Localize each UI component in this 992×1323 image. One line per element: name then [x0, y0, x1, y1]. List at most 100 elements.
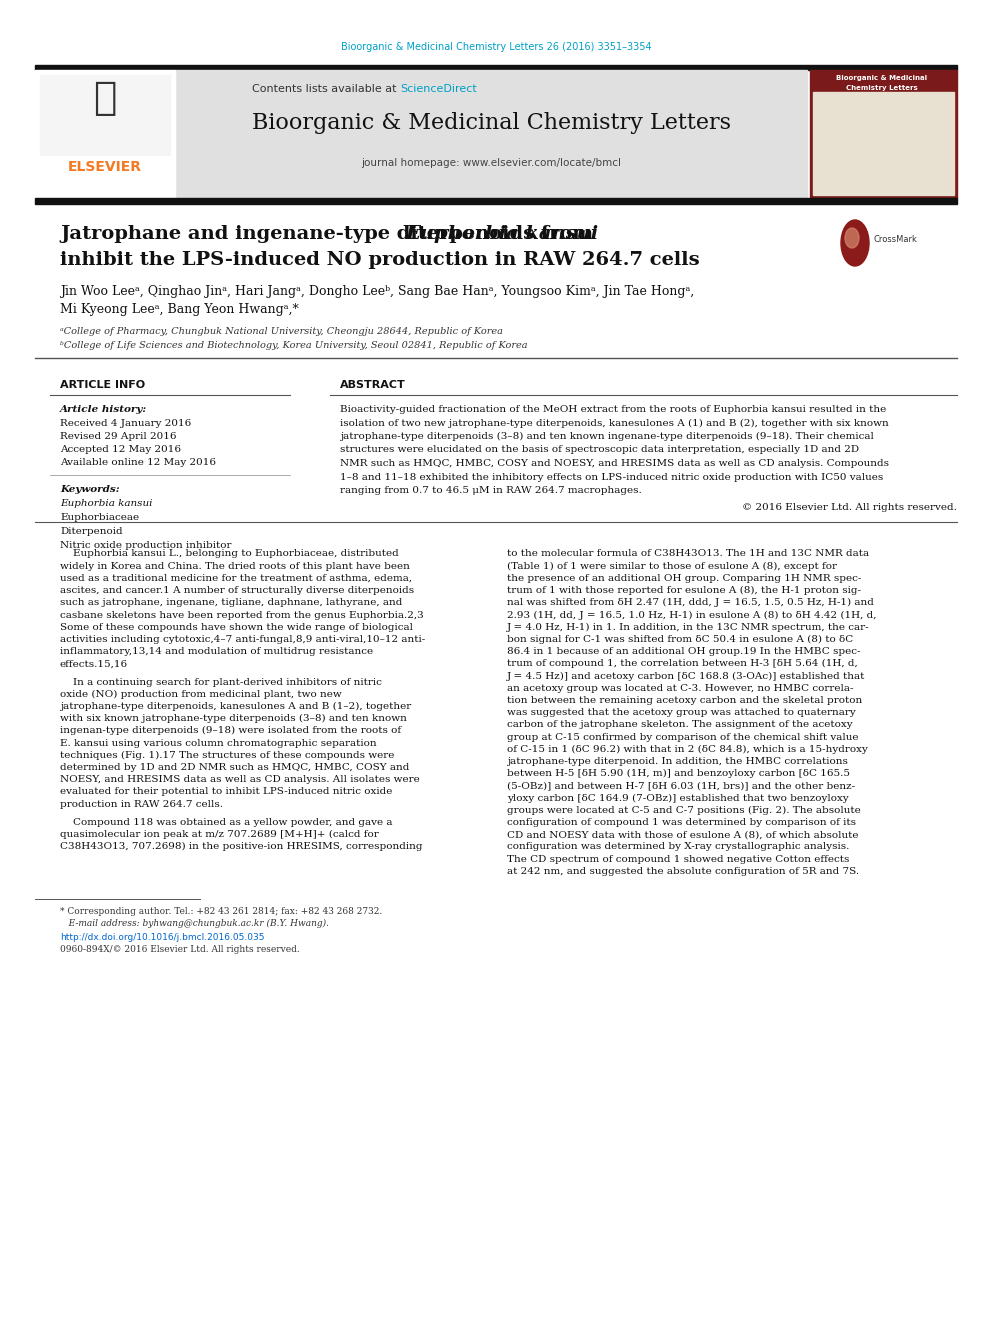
Text: between H-5 [δH 5.90 (1H, m)] and benzoyloxy carbon [δC 165.5: between H-5 [δH 5.90 (1H, m)] and benzoy…: [507, 769, 850, 778]
Text: was suggested that the acetoxy group was attached to quaternary: was suggested that the acetoxy group was…: [507, 708, 856, 717]
Text: ascites, and cancer.1 A number of structurally diverse diterpenoids: ascites, and cancer.1 A number of struct…: [60, 586, 414, 595]
Text: ᵃCollege of Pharmacy, Chungbuk National University, Cheongju 28644, Republic of : ᵃCollege of Pharmacy, Chungbuk National …: [60, 327, 503, 336]
Text: quasimolecular ion peak at m/z 707.2689 [M+H]+ (calcd for: quasimolecular ion peak at m/z 707.2689 …: [60, 830, 379, 839]
Text: Bioorganic & Medicinal Chemistry Letters 26 (2016) 3351–3354: Bioorganic & Medicinal Chemistry Letters…: [340, 42, 652, 52]
Text: Compound 118 was obtained as a yellow powder, and gave a: Compound 118 was obtained as a yellow po…: [60, 818, 393, 827]
Text: The CD spectrum of compound 1 showed negative Cotton effects: The CD spectrum of compound 1 showed neg…: [507, 855, 849, 864]
Text: bon signal for C-1 was shifted from δC 50.4 in esulone A (8) to δC: bon signal for C-1 was shifted from δC 5…: [507, 635, 853, 644]
Text: jatrophane-type diterpenoids (3–8) and ten known ingenane-type diterpenoids (9–1: jatrophane-type diterpenoids (3–8) and t…: [340, 433, 874, 441]
Text: Some of these compounds have shown the wide range of biological: Some of these compounds have shown the w…: [60, 623, 413, 631]
Text: evaluated for their potential to inhibit LPS-induced nitric oxide: evaluated for their potential to inhibit…: [60, 787, 393, 796]
Text: C38H43O13, 707.2698) in the positive-ion HRESIMS, corresponding: C38H43O13, 707.2698) in the positive-ion…: [60, 843, 423, 851]
Text: used as a traditional medicine for the treatment of asthma, edema,: used as a traditional medicine for the t…: [60, 574, 412, 583]
Text: Contents lists available at: Contents lists available at: [252, 83, 400, 94]
Text: trum of compound 1, the correlation between H-3 [δH 5.64 (1H, d,: trum of compound 1, the correlation betw…: [507, 659, 858, 668]
Text: Accepted 12 May 2016: Accepted 12 May 2016: [60, 445, 181, 454]
Text: ABSTRACT: ABSTRACT: [340, 380, 406, 390]
Ellipse shape: [845, 228, 859, 247]
Text: Mi Kyeong Leeᵃ, Bang Yeon Hwangᵃ,*: Mi Kyeong Leeᵃ, Bang Yeon Hwangᵃ,*: [60, 303, 299, 316]
Text: such as jatrophane, ingenane, tigliane, daphnane, lathyrane, and: such as jatrophane, ingenane, tigliane, …: [60, 598, 403, 607]
Text: an acetoxy group was located at C-3. However, no HMBC correla-: an acetoxy group was located at C-3. How…: [507, 684, 853, 693]
Text: 1–8 and 11–18 exhibited the inhibitory effects on LPS-induced nitric oxide produ: 1–8 and 11–18 exhibited the inhibitory e…: [340, 472, 883, 482]
Text: group at C-15 confirmed by comparison of the chemical shift value: group at C-15 confirmed by comparison of…: [507, 733, 858, 741]
Text: Euphorbiaceae: Euphorbiaceae: [60, 513, 139, 523]
Text: determined by 1D and 2D NMR such as HMQC, HMBC, COSY and: determined by 1D and 2D NMR such as HMQC…: [60, 763, 410, 771]
Text: NMR such as HMQC, HMBC, COSY and NOESY, and HRESIMS data as well as CD analysis.: NMR such as HMQC, HMBC, COSY and NOESY, …: [340, 459, 889, 468]
Text: ᵇCollege of Life Sciences and Biotechnology, Korea University, Seoul 02841, Repu: ᵇCollege of Life Sciences and Biotechnol…: [60, 341, 528, 351]
Bar: [35, 70, 175, 198]
Text: activities including cytotoxic,4–7 anti-fungal,8,9 anti-viral,10–12 anti-: activities including cytotoxic,4–7 anti-…: [60, 635, 426, 644]
Text: oxide (NO) production from medicinal plant, two new: oxide (NO) production from medicinal pla…: [60, 689, 342, 699]
Text: configuration was determined by X-ray crystallographic analysis.: configuration was determined by X-ray cr…: [507, 843, 849, 851]
Text: Nitric oxide production inhibitor: Nitric oxide production inhibitor: [60, 541, 231, 550]
Text: J = 4.0 Hz, H-1) in 1. In addition, in the 13C NMR spectrum, the car-: J = 4.0 Hz, H-1) in 1. In addition, in t…: [507, 623, 870, 632]
Text: Keywords:: Keywords:: [60, 486, 120, 493]
Text: CD and NOESY data with those of esulone A (8), of which absolute: CD and NOESY data with those of esulone …: [507, 830, 858, 839]
Bar: [175, 70, 807, 198]
Text: CrossMark: CrossMark: [873, 235, 917, 243]
Text: Available online 12 May 2016: Available online 12 May 2016: [60, 458, 216, 467]
Text: Bioorganic & Medicinal: Bioorganic & Medicinal: [836, 75, 928, 81]
Text: structures were elucidated on the basis of spectroscopic data interpretation, es: structures were elucidated on the basis …: [340, 446, 859, 455]
Text: Article history:: Article history:: [60, 405, 147, 414]
Text: ScienceDirect: ScienceDirect: [400, 83, 477, 94]
Text: (5-OBz)] and between H-7 [δH 6.03 (1H, brs)] and the other benz-: (5-OBz)] and between H-7 [δH 6.03 (1H, b…: [507, 782, 855, 790]
Text: Euphorbia kansui: Euphorbia kansui: [406, 225, 598, 243]
Text: Jatrophane and ingenane-type diterpenoids from: Jatrophane and ingenane-type diterpenoid…: [60, 225, 600, 243]
Text: Jin Woo Leeᵃ, Qinghao Jinᵃ, Hari Jangᵃ, Dongho Leeᵇ, Sang Bae Hanᵃ, Youngsoo Kim: Jin Woo Leeᵃ, Qinghao Jinᵃ, Hari Jangᵃ, …: [60, 284, 694, 298]
Text: the presence of an additional OH group. Comparing 1H NMR spec-: the presence of an additional OH group. …: [507, 574, 861, 583]
Text: widely in Korea and China. The dried roots of this plant have been: widely in Korea and China. The dried roo…: [60, 562, 410, 570]
Text: Bioorganic & Medicinal Chemistry Letters: Bioorganic & Medicinal Chemistry Letters: [252, 112, 730, 134]
Text: Chemistry Letters: Chemistry Letters: [846, 85, 918, 91]
Text: * Corresponding author. Tel.: +82 43 261 2814; fax: +82 43 268 2732.: * Corresponding author. Tel.: +82 43 261…: [60, 906, 382, 916]
Text: 86.4 in 1 because of an additional OH group.19 In the HMBC spec-: 86.4 in 1 because of an additional OH gr…: [507, 647, 860, 656]
Text: isolation of two new jatrophane-type diterpenoids, kanesulones A (1) and B (2), : isolation of two new jatrophane-type dit…: [340, 418, 889, 427]
Text: (Table 1) of 1 were similar to those of esulone A (8), except for: (Table 1) of 1 were similar to those of …: [507, 562, 837, 570]
Text: nal was shifted from δH 2.47 (1H, ddd, J = 16.5, 1.5, 0.5 Hz, H-1) and: nal was shifted from δH 2.47 (1H, ddd, J…: [507, 598, 874, 607]
Text: journal homepage: www.elsevier.com/locate/bmcl: journal homepage: www.elsevier.com/locat…: [361, 157, 621, 168]
Text: 2.93 (1H, dd, J = 16.5, 1.0 Hz, H-1) in esulone A (8) to δH 4.42 (1H, d,: 2.93 (1H, dd, J = 16.5, 1.0 Hz, H-1) in …: [507, 610, 877, 619]
Text: In a continuing search for plant-derived inhibitors of nitric: In a continuing search for plant-derived…: [60, 677, 382, 687]
Bar: [810, 70, 957, 198]
Text: Diterpenoid: Diterpenoid: [60, 527, 123, 536]
Text: 0960-894X/© 2016 Elsevier Ltd. All rights reserved.: 0960-894X/© 2016 Elsevier Ltd. All right…: [60, 945, 300, 954]
Bar: [35, 65, 957, 70]
Text: carbon of the jatrophane skeleton. The assignment of the acetoxy: carbon of the jatrophane skeleton. The a…: [507, 720, 853, 729]
Text: groups were located at C-5 and C-7 positions (Fig. 2). The absolute: groups were located at C-5 and C-7 posit…: [507, 806, 861, 815]
Text: 🌳: 🌳: [93, 79, 117, 116]
Text: jatrophane-type diterpenoids, kanesulones A and B (1–2), together: jatrophane-type diterpenoids, kanesulone…: [60, 703, 412, 710]
Ellipse shape: [841, 220, 869, 266]
Text: with six known jatrophane-type diterpenoids (3–8) and ten known: with six known jatrophane-type diterpeno…: [60, 714, 407, 724]
Text: at 242 nm, and suggested the absolute configuration of 5R and 7S.: at 242 nm, and suggested the absolute co…: [507, 867, 859, 876]
Text: of C-15 in 1 (δC 96.2) with that in 2 (δC 84.8), which is a 15-hydroxy: of C-15 in 1 (δC 96.2) with that in 2 (δ…: [507, 745, 868, 754]
Text: effects.15,16: effects.15,16: [60, 659, 128, 668]
Text: J = 4.5 Hz)] and acetoxy carbon [δC 168.8 (3-OAc)] established that: J = 4.5 Hz)] and acetoxy carbon [δC 168.…: [507, 672, 865, 680]
Text: jatrophane-type diterpenoid. In addition, the HMBC correlations: jatrophane-type diterpenoid. In addition…: [507, 757, 848, 766]
Text: E. kansui using various column chromatographic separation: E. kansui using various column chromatog…: [60, 738, 377, 747]
Text: inhibit the LPS-induced NO production in RAW 264.7 cells: inhibit the LPS-induced NO production in…: [60, 251, 699, 269]
Text: Revised 29 April 2016: Revised 29 April 2016: [60, 433, 177, 441]
Bar: [813, 93, 954, 194]
Text: http://dx.doi.org/10.1016/j.bmcl.2016.05.035: http://dx.doi.org/10.1016/j.bmcl.2016.05…: [60, 933, 265, 942]
Bar: [35, 198, 957, 204]
Text: ELSEVIER: ELSEVIER: [68, 160, 142, 175]
Text: ingenan-type diterpenoids (9–18) were isolated from the roots of: ingenan-type diterpenoids (9–18) were is…: [60, 726, 401, 736]
Text: techniques (Fig. 1).17 The structures of these compounds were: techniques (Fig. 1).17 The structures of…: [60, 750, 395, 759]
Text: tion between the remaining acetoxy carbon and the skeletal proton: tion between the remaining acetoxy carbo…: [507, 696, 862, 705]
Text: Received 4 January 2016: Received 4 January 2016: [60, 419, 191, 429]
Text: casbane skeletons have been reported from the genus Euphorbia.2,3: casbane skeletons have been reported fro…: [60, 610, 424, 619]
Text: ranging from 0.7 to 46.5 μM in RAW 264.7 macrophages.: ranging from 0.7 to 46.5 μM in RAW 264.7…: [340, 486, 642, 495]
Text: © 2016 Elsevier Ltd. All rights reserved.: © 2016 Elsevier Ltd. All rights reserved…: [742, 504, 957, 512]
Text: E-mail address: byhwang@chungbuk.ac.kr (B.Y. Hwang).: E-mail address: byhwang@chungbuk.ac.kr (…: [60, 919, 329, 927]
Text: Bioactivity-guided fractionation of the MeOH extract from the roots of Euphorbia: Bioactivity-guided fractionation of the …: [340, 405, 886, 414]
Text: Euphorbia kansui: Euphorbia kansui: [60, 499, 153, 508]
Text: ARTICLE INFO: ARTICLE INFO: [60, 380, 145, 390]
Text: trum of 1 with those reported for esulone A (8), the H-1 proton sig-: trum of 1 with those reported for esulon…: [507, 586, 861, 595]
Text: inflammatory,13,14 and modulation of multidrug resistance: inflammatory,13,14 and modulation of mul…: [60, 647, 373, 656]
Text: Euphorbia kansui L., belonging to Euphorbiaceae, distributed: Euphorbia kansui L., belonging to Euphor…: [60, 549, 399, 558]
Text: to the molecular formula of C38H43O13. The 1H and 13C NMR data: to the molecular formula of C38H43O13. T…: [507, 549, 869, 558]
Text: yloxy carbon [δC 164.9 (7-OBz)] established that two benzoyloxy: yloxy carbon [δC 164.9 (7-OBz)] establis…: [507, 794, 849, 803]
Bar: [40, 75, 170, 155]
Text: configuration of compound 1 was determined by comparison of its: configuration of compound 1 was determin…: [507, 818, 856, 827]
Text: NOESY, and HRESIMS data as well as CD analysis. All isolates were: NOESY, and HRESIMS data as well as CD an…: [60, 775, 420, 785]
